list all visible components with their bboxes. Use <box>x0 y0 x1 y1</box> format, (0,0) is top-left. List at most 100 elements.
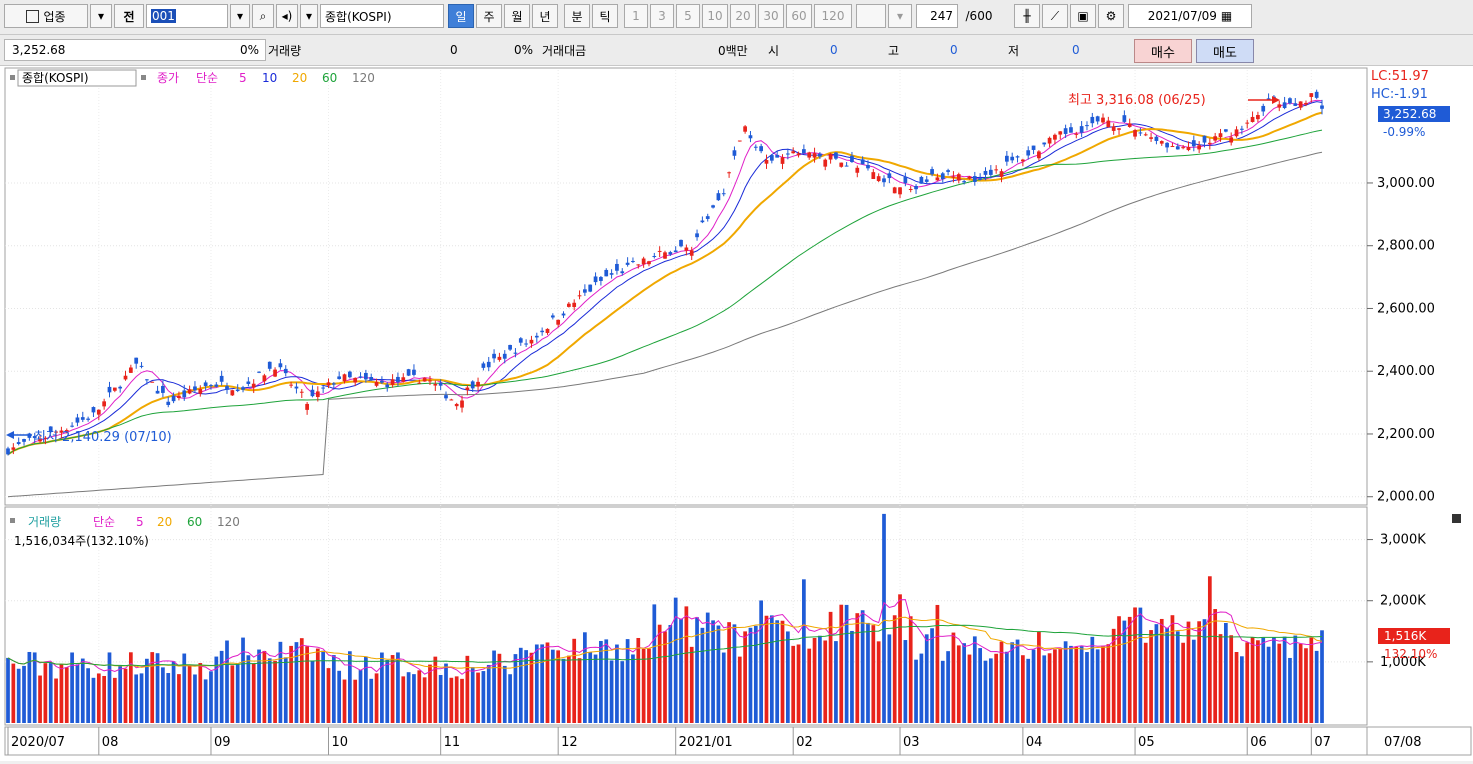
sell-button[interactable]: 매도 <box>1196 39 1254 63</box>
period-tab-tick[interactable]: 틱 <box>592 4 618 28</box>
volume-bar <box>171 661 176 723</box>
volume-bar <box>972 636 977 723</box>
legend-square-icon <box>141 75 146 80</box>
last-volume: 1,516K <box>1384 629 1427 643</box>
candle <box>823 159 828 167</box>
candle <box>214 384 219 387</box>
candle <box>470 381 475 389</box>
code-input[interactable]: 001 <box>146 4 228 28</box>
calendar-icon[interactable]: ▦ <box>1220 9 1233 23</box>
speaker-dropdown-button[interactable]: ▾ <box>300 4 318 28</box>
candle <box>1314 91 1319 98</box>
candle <box>283 368 288 374</box>
candle <box>652 255 657 257</box>
candle <box>70 425 74 427</box>
interval-10[interactable]: 10 <box>702 4 728 28</box>
volume-bar <box>380 652 384 723</box>
draw-tool-button[interactable]: ⟋ <box>1042 4 1068 28</box>
candle <box>497 356 502 360</box>
candle <box>59 430 64 433</box>
interval-3[interactable]: 3 <box>650 4 674 28</box>
price-panel[interactable] <box>4 67 1368 506</box>
volume-bar <box>283 657 288 723</box>
period-tab-day[interactable]: 일 <box>448 4 474 28</box>
volume-bar <box>689 646 694 723</box>
chevron-down-icon: ▾ <box>236 9 244 23</box>
chart-canvas[interactable]: 3,000.00 2,800.00 2,600.00 2,400.00 2,200.00… <box>0 66 1473 761</box>
volume-bar <box>310 660 315 723</box>
interval-20[interactable]: 20 <box>730 4 756 28</box>
market-select[interactable]: 업종 <box>4 4 88 28</box>
panel-close-icon[interactable] <box>1452 514 1461 523</box>
candle <box>321 387 326 389</box>
volume-bar <box>465 655 470 723</box>
interval-1[interactable]: 1 <box>624 4 648 28</box>
chart-area[interactable]: 3,000.00 2,800.00 2,600.00 2,400.00 2,200.00… <box>0 66 1473 761</box>
settings-button[interactable]: ⚙ <box>1098 4 1124 28</box>
buy-button[interactable]: 매수 <box>1134 39 1192 63</box>
legend-title-box[interactable] <box>17 69 137 87</box>
candle <box>1010 156 1015 161</box>
volume-bar <box>599 640 603 723</box>
volume-bar <box>513 654 518 723</box>
candle <box>860 159 865 165</box>
candle <box>326 382 331 386</box>
count-input[interactable]: 247 <box>916 4 958 28</box>
volume-tick-label: 1,000K <box>1380 655 1426 670</box>
candle <box>561 313 566 316</box>
interval-30[interactable]: 30 <box>758 4 784 28</box>
speaker-button[interactable]: ◂) <box>276 4 298 28</box>
volume-bar <box>604 639 609 723</box>
volume-bar <box>583 632 587 723</box>
volume-bar <box>123 668 128 723</box>
prev-button[interactable]: 전 <box>114 4 144 28</box>
candle <box>951 176 956 178</box>
search-button[interactable]: ⌕ <box>252 4 274 28</box>
candle <box>785 153 790 155</box>
candle-type-button[interactable]: ╫ <box>1014 4 1040 28</box>
volume-bar <box>401 676 406 723</box>
candle <box>930 169 934 175</box>
volume-bar <box>839 604 844 723</box>
volume-bar <box>935 604 940 723</box>
volume-bar <box>1245 642 1250 723</box>
interval-dropdown-button[interactable]: ▾ <box>888 4 912 28</box>
candle <box>807 152 812 158</box>
interval-custom-input[interactable] <box>856 4 886 28</box>
candle <box>625 262 630 265</box>
candle <box>983 170 988 175</box>
candle <box>1069 127 1073 133</box>
date-input[interactable]: 2021/07/09 ▦ <box>1128 4 1252 28</box>
code-dropdown-button[interactable]: ▾ <box>230 4 250 28</box>
volume-bar <box>225 640 229 723</box>
save-button[interactable]: ▣ <box>1070 4 1096 28</box>
period-tab-week[interactable]: 주 <box>476 4 502 28</box>
date-label: 11 <box>444 735 461 750</box>
change-pct: 0% <box>240 43 260 57</box>
candle <box>257 371 261 373</box>
interval-60[interactable]: 60 <box>786 4 812 28</box>
volume-bar <box>390 655 395 723</box>
volume-bar <box>967 654 972 723</box>
period-tab-month[interactable]: 월 <box>504 4 530 28</box>
candle <box>294 386 299 389</box>
candle <box>550 315 555 318</box>
market-dropdown-button[interactable]: ▾ <box>90 4 112 28</box>
volume-bar <box>561 658 566 723</box>
interval-120[interactable]: 120 <box>814 4 852 28</box>
volume-bar <box>1010 642 1015 723</box>
candle <box>668 252 673 255</box>
low-value: 0 <box>1072 43 1080 57</box>
volume-bar <box>16 668 21 723</box>
volume-bar <box>855 613 860 723</box>
candle <box>737 140 742 142</box>
period-tab-minute[interactable]: 분 <box>564 4 590 28</box>
candle <box>444 395 448 399</box>
volume-bar <box>1298 643 1303 723</box>
candle <box>369 376 374 381</box>
interval-5[interactable]: 5 <box>676 4 700 28</box>
volume-bar <box>406 672 411 723</box>
volume-bar <box>732 624 737 723</box>
period-tab-year[interactable]: 년 <box>532 4 558 28</box>
volume-bar <box>1191 639 1196 723</box>
